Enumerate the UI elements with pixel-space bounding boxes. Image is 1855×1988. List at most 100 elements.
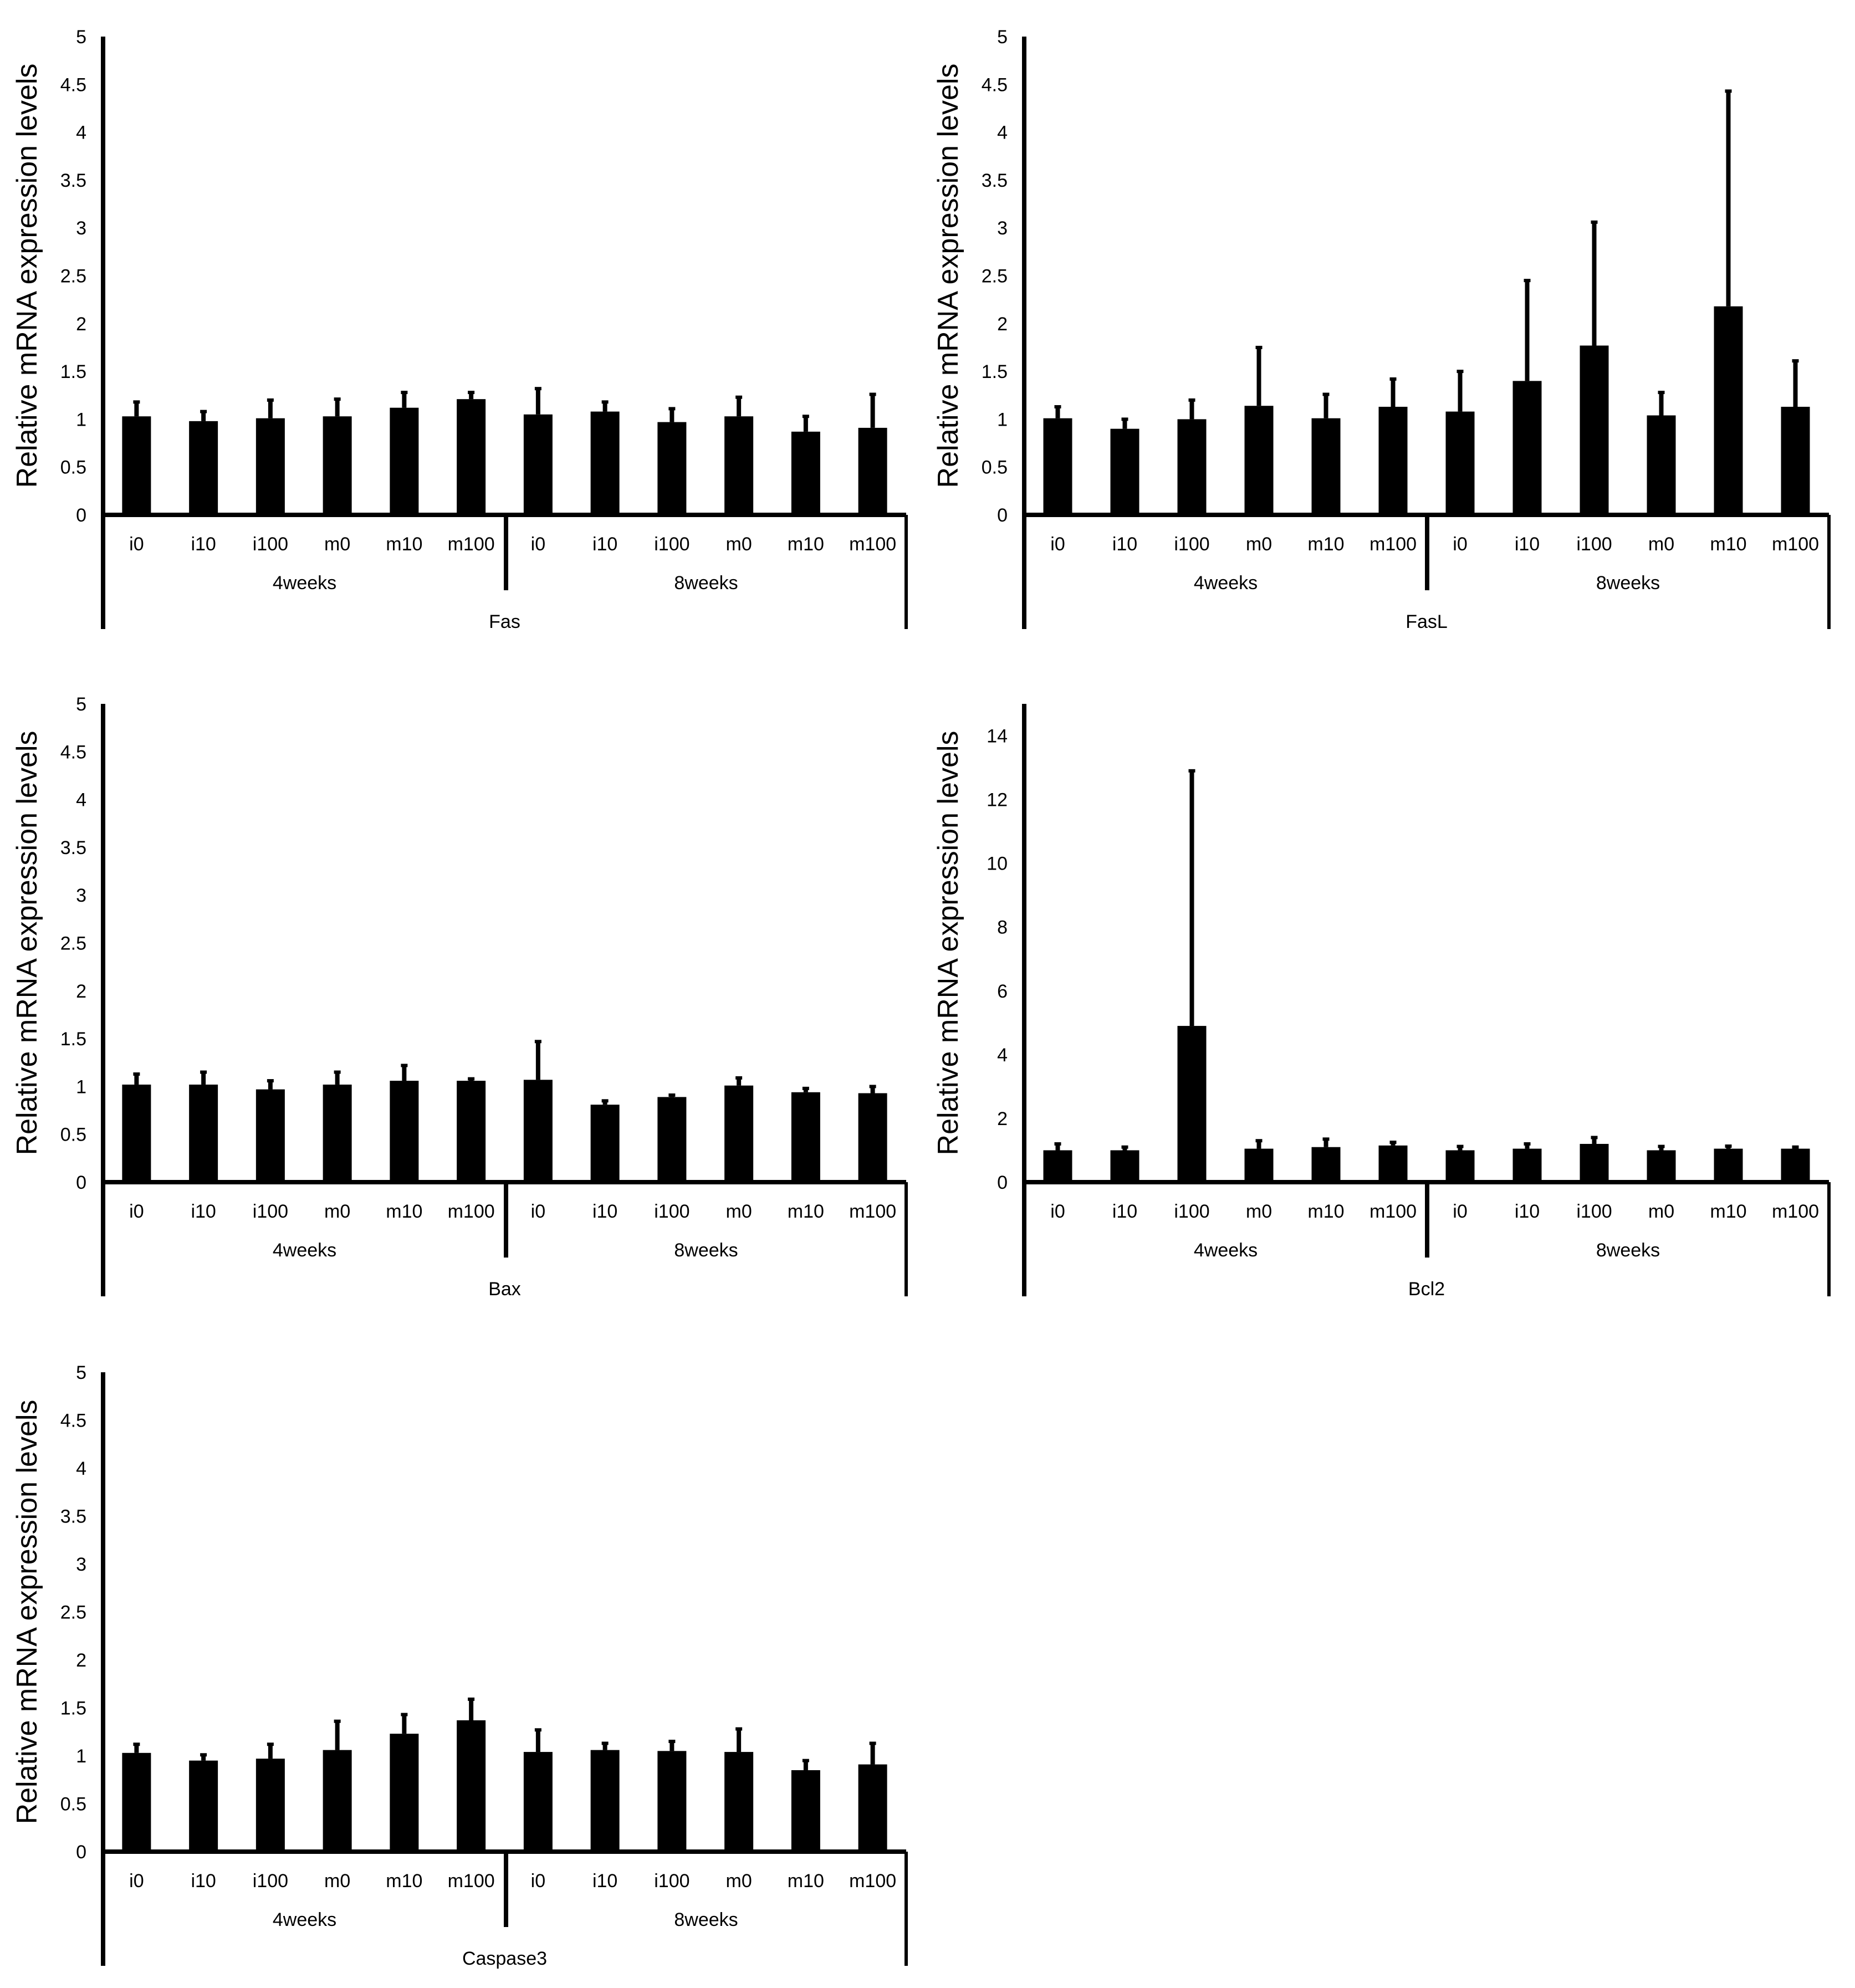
category-label: m0 — [1648, 534, 1674, 555]
bar — [1177, 1026, 1207, 1182]
y-axis-label: Relative mRNA expression levels — [932, 731, 964, 1156]
group-label-8weeks: 8weeks — [674, 1909, 738, 1930]
bar — [255, 1759, 285, 1852]
bar — [791, 1770, 820, 1852]
bar — [1244, 1148, 1274, 1182]
y-tick-label: 1 — [997, 409, 1008, 430]
y-tick-label: 3.5 — [60, 1506, 86, 1527]
bar — [1512, 1148, 1542, 1182]
chart-panel-bcl2: 0 2 4 6 8 10 12 14 Relative mRNA expression leve… — [932, 704, 1831, 1300]
category-label: i0 — [1050, 534, 1065, 555]
category-label: i100 — [654, 534, 689, 555]
bar — [1445, 1150, 1475, 1182]
category-label: m10 — [788, 1201, 824, 1222]
bar — [390, 407, 419, 515]
bar — [1311, 418, 1341, 515]
y-tick-label: 0 — [76, 505, 86, 526]
y-axis-label: Relative mRNA expression levels — [11, 1400, 43, 1825]
chart-panel-fas: 0 0.5 1 1.5 2 2.5 3 3.5 4 4.5 5 Relative mRNA expre… — [11, 27, 908, 632]
category-label: m100 — [448, 534, 495, 555]
y-tick-label: 2.5 — [60, 933, 86, 954]
bar — [1110, 1150, 1139, 1182]
category-label: m0 — [1246, 1201, 1272, 1222]
bar — [255, 418, 285, 515]
category-label: m10 — [1710, 534, 1746, 555]
bar — [657, 422, 687, 515]
category-label: m100 — [448, 1871, 495, 1892]
category-label: i0 — [531, 534, 545, 555]
bar — [122, 1084, 151, 1182]
gene-label: Bax — [488, 1279, 521, 1300]
category-label: i100 — [253, 1201, 288, 1222]
bar — [457, 1081, 486, 1182]
category-label: i10 — [1112, 1201, 1137, 1222]
category-label: m0 — [324, 1201, 350, 1222]
category-label: i100 — [1576, 534, 1612, 555]
y-tick-label: 3.5 — [60, 170, 86, 191]
category-label: m100 — [1772, 534, 1819, 555]
category-label: m0 — [324, 1871, 350, 1892]
y-tick-label: 12 — [987, 790, 1008, 811]
chart-panel-caspase3: 0 0.5 1 1.5 2 2.5 3 3.5 4 4.5 5 Relative mRNA expre… — [11, 1362, 908, 1969]
bar — [1580, 345, 1609, 515]
category-label: i100 — [654, 1201, 689, 1222]
panels: 0 0.5 1 1.5 2 2.5 3 3.5 4 4.5 5 Relative mRNA expre… — [11, 27, 1831, 1969]
bar — [1445, 411, 1475, 515]
y-tick-label: 5 — [76, 27, 86, 48]
chart-panel-fasl: 0 0.5 1 1.5 2 2.5 3 3.5 4 4.5 5 Relative mRNA expre… — [932, 27, 1831, 632]
y-tick-label: 3.5 — [60, 837, 86, 858]
y-tick-label: 2.5 — [60, 1602, 86, 1623]
y-tick-label: 1.5 — [982, 361, 1008, 382]
category-label: i10 — [1515, 1201, 1540, 1222]
y-tick-label: 5 — [76, 694, 86, 715]
y-tick-label: 3 — [76, 1554, 86, 1575]
y-tick-label: 3 — [997, 218, 1008, 239]
bar — [1714, 306, 1743, 515]
bar — [724, 1085, 754, 1182]
category-label: i100 — [253, 534, 288, 555]
group-label-4weeks: 4weeks — [273, 1909, 336, 1930]
y-tick-label: 0 — [76, 1842, 86, 1863]
category-label: i0 — [531, 1201, 545, 1222]
y-tick-label: 0 — [997, 1172, 1008, 1193]
y-tick-label: 0.5 — [60, 457, 86, 478]
y-tick-label: 3 — [76, 885, 86, 906]
bar — [457, 1720, 486, 1852]
group-label-4weeks: 4weeks — [1194, 1240, 1258, 1261]
bar — [858, 1764, 887, 1852]
category-label: i10 — [191, 1871, 216, 1892]
group-label-4weeks: 4weeks — [1194, 573, 1258, 594]
category-label: m0 — [726, 1871, 752, 1892]
bar — [122, 416, 151, 515]
bar — [858, 427, 887, 515]
bar — [1580, 1143, 1609, 1182]
y-tick-label: 4 — [76, 790, 86, 811]
group-label-4weeks: 4weeks — [273, 1240, 336, 1261]
bar — [858, 1093, 887, 1182]
y-tick-label: 0 — [997, 505, 1008, 526]
y-tick-label: 4.5 — [60, 74, 86, 95]
category-label: i10 — [592, 1871, 617, 1892]
bar — [523, 414, 553, 515]
category-label: m100 — [849, 1871, 896, 1892]
bar — [1177, 419, 1207, 515]
bar — [791, 431, 820, 515]
category-label: m0 — [1246, 534, 1272, 555]
category-label: m10 — [386, 1201, 422, 1222]
bar — [523, 1752, 553, 1852]
bar — [323, 1750, 352, 1852]
y-axis-label: Relative mRNA expression levels — [932, 64, 964, 488]
category-label: i10 — [191, 534, 216, 555]
category-label: i10 — [191, 1201, 216, 1222]
bar — [1781, 1148, 1810, 1182]
bar — [323, 1084, 352, 1182]
group-label-8weeks: 8weeks — [1596, 1240, 1660, 1261]
y-tick-label: 1.5 — [60, 1698, 86, 1719]
y-tick-label: 10 — [987, 854, 1008, 875]
y-tick-label: 3 — [76, 218, 86, 239]
gene-label: Caspase3 — [462, 1948, 547, 1969]
bar — [1043, 1150, 1072, 1182]
category-label: i100 — [253, 1871, 288, 1892]
